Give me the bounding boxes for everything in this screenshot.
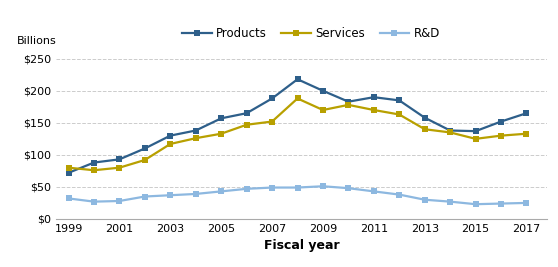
R&D [116, 199, 123, 203]
Services [142, 158, 148, 162]
Services [294, 97, 301, 100]
R&D [243, 187, 250, 190]
Text: Billions: Billions [17, 36, 56, 46]
Services [447, 131, 454, 134]
Products [523, 112, 530, 115]
Products [421, 116, 428, 119]
R&D [320, 185, 326, 188]
Services [523, 132, 530, 135]
Products [116, 158, 123, 161]
Services [472, 137, 479, 140]
R&D [167, 194, 174, 197]
Line: Services: Services [66, 96, 530, 173]
Services [269, 120, 276, 123]
Products [90, 161, 97, 164]
Services [243, 123, 250, 126]
Services [116, 166, 123, 169]
Services [90, 169, 97, 172]
R&D [371, 190, 377, 193]
R&D [269, 186, 276, 189]
R&D [193, 192, 199, 195]
Products [472, 129, 479, 133]
Products [167, 134, 174, 137]
R&D [396, 193, 403, 196]
Products [218, 117, 224, 120]
R&D [421, 198, 428, 201]
Services [345, 103, 352, 107]
Services [498, 134, 504, 137]
X-axis label: Fiscal year: Fiscal year [263, 239, 339, 252]
R&D [472, 203, 479, 206]
Services [396, 113, 403, 116]
R&D [523, 201, 530, 205]
R&D [294, 186, 301, 189]
Line: Products: Products [66, 76, 530, 176]
R&D [65, 197, 72, 200]
Products [193, 129, 199, 132]
Legend: Products, Services, R&D: Products, Services, R&D [182, 27, 440, 40]
Services [421, 128, 428, 131]
Products [498, 120, 504, 123]
R&D [447, 200, 454, 203]
Services [320, 108, 326, 112]
R&D [142, 195, 148, 198]
Products [320, 89, 326, 92]
R&D [498, 202, 504, 205]
Services [193, 137, 199, 140]
Line: R&D: R&D [66, 183, 530, 207]
R&D [218, 190, 224, 193]
Services [65, 166, 72, 169]
Products [65, 171, 72, 174]
Services [218, 132, 224, 135]
Products [371, 96, 377, 99]
Services [371, 108, 377, 112]
Products [396, 99, 403, 102]
Services [167, 142, 174, 146]
Products [447, 129, 454, 132]
Products [269, 97, 276, 100]
Products [294, 78, 301, 81]
Products [142, 147, 148, 150]
Products [243, 112, 250, 115]
R&D [90, 200, 97, 203]
R&D [345, 187, 352, 190]
Products [345, 100, 352, 103]
